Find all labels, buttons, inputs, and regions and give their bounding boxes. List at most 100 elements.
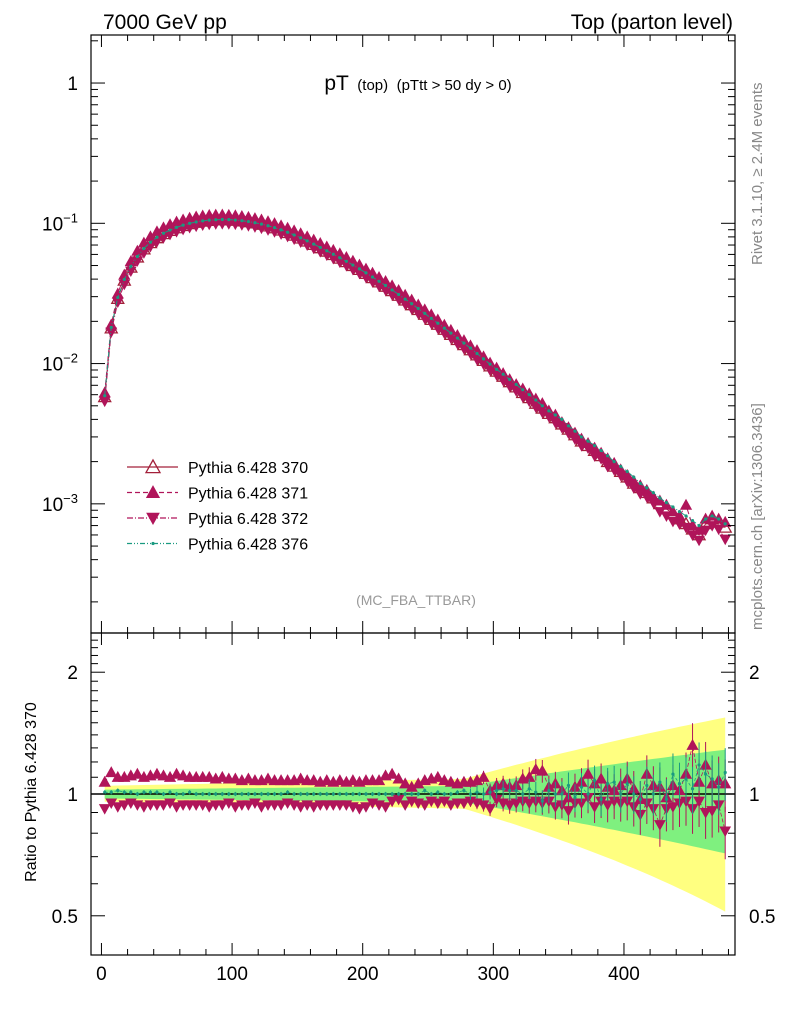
main-data-point bbox=[397, 292, 401, 297]
ratio-data-point bbox=[138, 802, 150, 813]
ratio-data-point bbox=[581, 767, 595, 779]
main-data-point bbox=[686, 530, 699, 541]
main-data-point bbox=[608, 465, 621, 476]
main-data-point bbox=[540, 404, 544, 408]
main-data-point bbox=[660, 498, 673, 510]
main-data-point bbox=[556, 423, 568, 434]
y-tick-label: 1 bbox=[67, 74, 78, 95]
ratio-data-point bbox=[723, 770, 727, 775]
main-data-point bbox=[246, 219, 251, 224]
main-data-point bbox=[677, 510, 682, 514]
ratio-data-point bbox=[442, 792, 446, 796]
ratio-data-point bbox=[214, 792, 218, 796]
main-data-point bbox=[719, 534, 732, 546]
main-data-point bbox=[344, 259, 348, 263]
legend-marker bbox=[146, 512, 160, 526]
ratio-data-point bbox=[242, 800, 255, 811]
ratio-data-point bbox=[686, 738, 699, 750]
plot-title-main: pT bbox=[324, 72, 349, 95]
main-data-point bbox=[272, 226, 277, 230]
ratio-data-point bbox=[468, 792, 473, 796]
x-tick-label: 100 bbox=[216, 964, 248, 985]
ratio-data-point bbox=[109, 790, 113, 794]
ratio-data-point bbox=[684, 777, 688, 781]
main-data-point bbox=[719, 515, 732, 527]
ratio-data-point bbox=[255, 802, 268, 813]
main-data-point bbox=[292, 233, 296, 237]
ratio-data-point bbox=[397, 792, 401, 796]
main-data-point bbox=[233, 218, 237, 222]
main-data-point bbox=[562, 428, 575, 440]
ratio-data-point bbox=[181, 792, 185, 796]
ratio-data-point bbox=[294, 772, 307, 784]
main-data-point bbox=[318, 245, 322, 250]
main-data-point bbox=[621, 476, 634, 488]
ratio-data-point bbox=[710, 777, 714, 781]
main-data-point bbox=[592, 444, 597, 448]
ratio-data-point bbox=[155, 790, 159, 794]
ratio-data-point bbox=[168, 790, 172, 794]
main-data-point bbox=[660, 511, 673, 522]
ratio-data-point bbox=[385, 767, 399, 779]
main-data-point bbox=[305, 239, 309, 243]
ratio-data-point bbox=[386, 796, 398, 808]
axes bbox=[90, 34, 736, 956]
ratio-data-point bbox=[174, 792, 179, 796]
main-data-point bbox=[495, 367, 499, 371]
main-data-point bbox=[161, 231, 166, 235]
main-data-point bbox=[312, 242, 316, 246]
ratio-y-tick-label-left: 0.5 bbox=[52, 907, 78, 928]
ratio-data-point bbox=[484, 804, 496, 815]
main-data-point bbox=[285, 230, 290, 234]
legend-label: Pythia 6.428 371 bbox=[188, 486, 308, 503]
main-data-point bbox=[508, 377, 512, 382]
ratio-data-point bbox=[586, 792, 590, 796]
main-data-point bbox=[569, 434, 581, 446]
main-data-point bbox=[582, 443, 594, 455]
main-data-point bbox=[523, 396, 536, 408]
ratio-data-point bbox=[508, 788, 512, 793]
main-data-point bbox=[266, 224, 270, 228]
ratio-data-point bbox=[588, 802, 601, 813]
ratio-data-point bbox=[458, 798, 470, 810]
main-data-point bbox=[595, 454, 607, 465]
ratio-data-point bbox=[671, 772, 675, 776]
ratio-data-point bbox=[399, 800, 412, 811]
main-data-point bbox=[723, 522, 727, 526]
ratio-data-point bbox=[135, 792, 139, 796]
ratio-data-point bbox=[503, 800, 516, 811]
legend-label: Pythia 6.428 376 bbox=[188, 537, 308, 554]
ratio-data-point bbox=[111, 802, 124, 813]
ratio-data-point bbox=[170, 802, 183, 813]
main-data-point bbox=[111, 297, 124, 308]
ratio-data-point bbox=[194, 792, 198, 796]
main-data-point bbox=[253, 221, 257, 225]
main-data-point bbox=[490, 370, 503, 381]
ratio-data-point bbox=[693, 796, 705, 808]
ratio-data-point bbox=[383, 792, 388, 796]
legend-label: Pythia 6.428 372 bbox=[188, 511, 308, 528]
main-data-point bbox=[627, 483, 640, 494]
main-data-point bbox=[370, 275, 375, 279]
ratio-data-point bbox=[216, 800, 229, 811]
main-data-point bbox=[579, 435, 584, 439]
ratio-data-point bbox=[403, 792, 407, 796]
main-data-point bbox=[632, 475, 636, 479]
ratio-data-point bbox=[227, 792, 231, 796]
ratio-data-point bbox=[677, 782, 682, 786]
ratio-data-point bbox=[98, 775, 111, 787]
main-data-point bbox=[227, 218, 231, 222]
ratio-data-point bbox=[514, 788, 518, 793]
x-tick-label: 300 bbox=[477, 964, 509, 985]
ratio-data-point bbox=[651, 792, 655, 796]
ratio-data-point bbox=[560, 792, 564, 796]
main-data-point bbox=[560, 417, 564, 421]
ratio-data-point bbox=[346, 774, 360, 786]
ratio-data-point bbox=[229, 802, 242, 813]
main-data-point bbox=[481, 357, 486, 361]
ratio-band-outer bbox=[104, 717, 726, 912]
ratio-data-point bbox=[638, 797, 642, 801]
ratio-y-tick-label-right: 0.5 bbox=[749, 907, 775, 928]
ratio-data-point bbox=[148, 790, 153, 794]
header-right: Top (parton level) bbox=[571, 11, 733, 34]
